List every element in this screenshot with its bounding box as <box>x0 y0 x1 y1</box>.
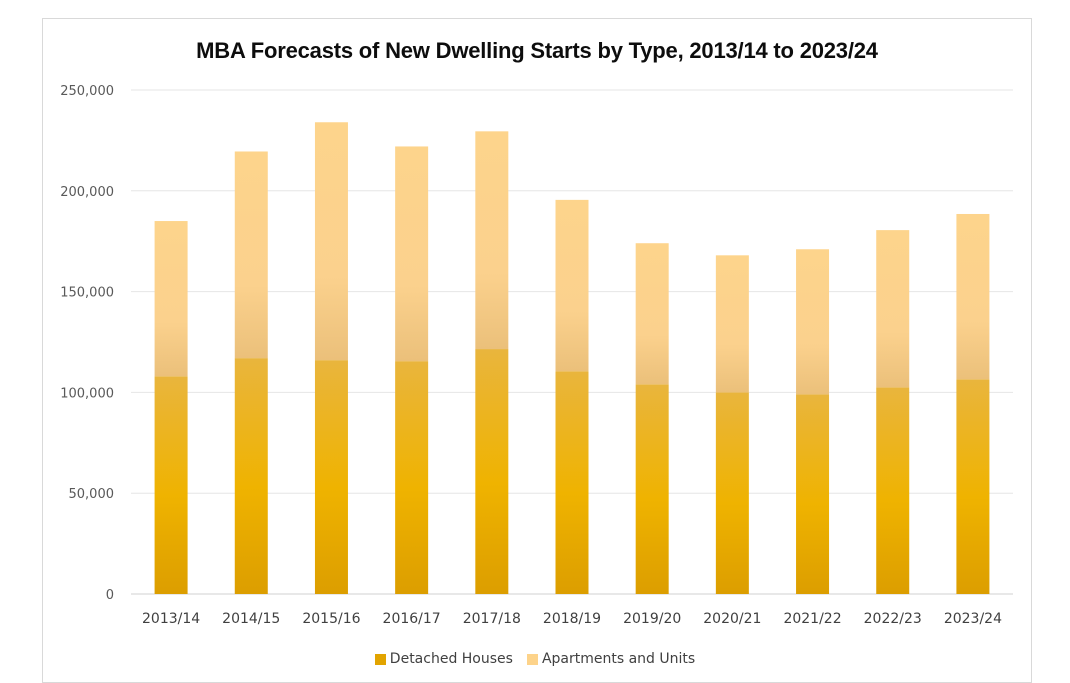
x-tick-label: 2020/21 <box>703 611 761 627</box>
y-tick-label: 250,000 <box>60 84 114 99</box>
x-tick-label: 2018/19 <box>543 611 601 627</box>
bar-apartments-units <box>154 221 188 377</box>
chart-title: MBA Forecasts of New Dwelling Starts by … <box>196 38 878 63</box>
bar-apartments-units <box>314 122 348 361</box>
y-tick-label: 150,000 <box>60 286 114 301</box>
legend-label-apartments: Apartments and Units <box>541 651 696 667</box>
x-tick-label: 2022/23 <box>864 611 922 627</box>
bar-detached-houses <box>555 371 589 594</box>
x-tick-label: 2013/14 <box>142 611 200 627</box>
bar-apartments-units <box>234 151 268 359</box>
x-axis-ticks: 2013/14 2014/15 2015/16 2016/17 2017/18 2018/… <box>142 611 1002 627</box>
bar-detached-houses <box>796 394 830 594</box>
bar-apartments-units <box>796 249 830 395</box>
bar-apartments-units <box>555 199 589 372</box>
bar-detached-houses <box>234 358 268 594</box>
legend-item-detached: Detached Houses <box>374 651 513 667</box>
bar-apartments-units <box>956 213 990 380</box>
legend-swatch-detached <box>374 653 386 665</box>
x-tick-label: 2019/20 <box>623 611 681 627</box>
y-axis-ticks: 0 50,000 100,000 150,000 200,000 250,000 <box>60 84 114 603</box>
bar-apartments-units <box>715 255 749 393</box>
bar-detached-houses <box>475 349 509 594</box>
x-tick-label: 2016/17 <box>383 611 441 627</box>
bar-apartments-units <box>395 146 429 362</box>
bar-detached-houses <box>395 361 429 594</box>
bar-detached-houses <box>154 376 188 594</box>
y-tick-label: 50,000 <box>69 487 115 502</box>
y-tick-label: 100,000 <box>60 386 114 401</box>
bar-detached-houses <box>314 360 348 594</box>
bar-apartments-units <box>876 230 910 388</box>
x-tick-label: 2023/24 <box>944 611 1002 627</box>
x-tick-label: 2014/15 <box>222 611 280 627</box>
bar-apartments-units <box>635 243 669 385</box>
bars <box>154 122 990 594</box>
bar-detached-houses <box>635 384 669 594</box>
x-tick-label: 2017/18 <box>463 611 521 627</box>
bar-detached-houses <box>876 387 910 594</box>
y-tick-label: 0 <box>106 588 114 603</box>
x-tick-label: 2021/22 <box>783 611 841 627</box>
legend: Detached Houses Apartments and Units <box>0 651 1070 667</box>
legend-item-apartments: Apartments and Units <box>526 651 696 667</box>
bar-apartments-units <box>475 131 509 350</box>
x-tick-label: 2015/16 <box>302 611 360 627</box>
legend-label-detached: Detached Houses <box>389 651 513 667</box>
chart-frame <box>42 18 1032 683</box>
y-tick-label: 200,000 <box>60 185 114 200</box>
bar-detached-houses <box>956 379 990 594</box>
bar-detached-houses <box>715 392 749 594</box>
legend-swatch-apartments <box>526 653 538 665</box>
